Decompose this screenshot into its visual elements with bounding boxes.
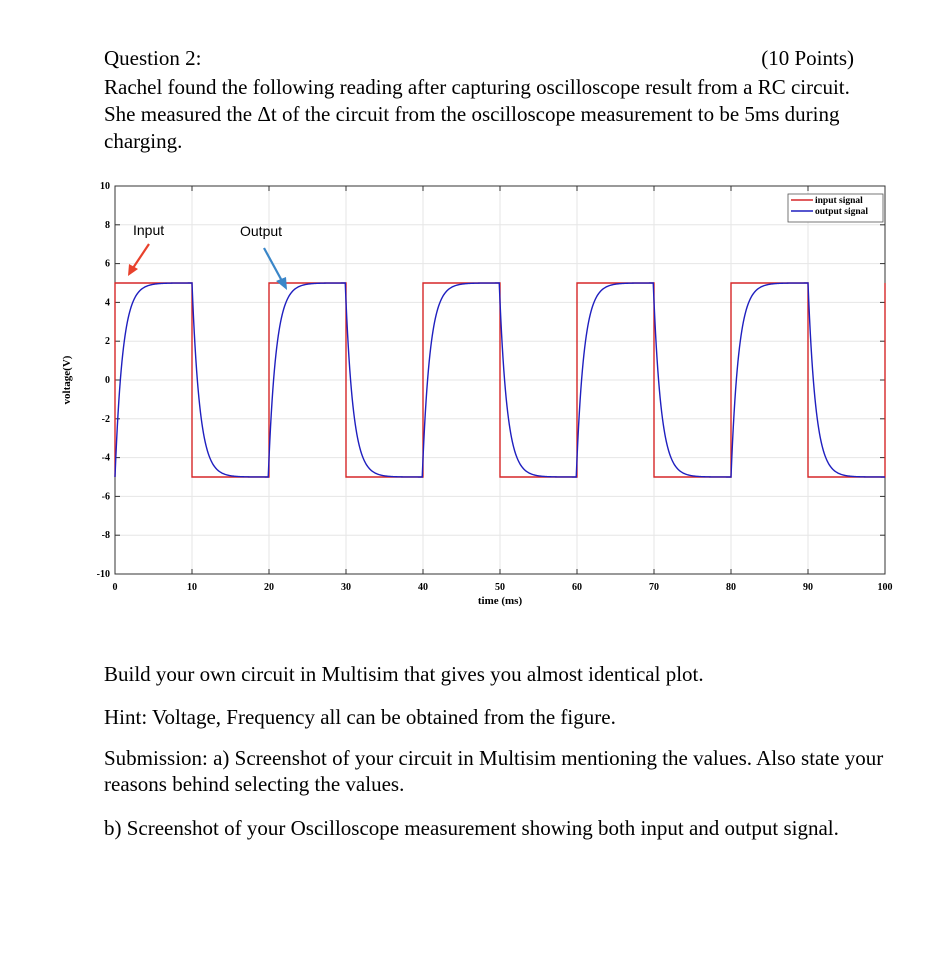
x-tick-label: 70 bbox=[649, 582, 659, 593]
y-tick-label: 0 bbox=[105, 375, 110, 386]
y-tick-label: 2 bbox=[105, 336, 110, 347]
x-tick-label: 60 bbox=[572, 582, 582, 593]
x-tick-label: 100 bbox=[878, 582, 893, 593]
input-arrowhead bbox=[128, 264, 138, 276]
x-tick-label: 90 bbox=[803, 582, 813, 593]
y-tick-label: -2 bbox=[102, 414, 110, 425]
legend-label: input signal bbox=[815, 196, 863, 206]
output-annotation-label: Output bbox=[240, 223, 282, 239]
x-tick-label: 80 bbox=[726, 582, 736, 593]
submission-b-paragraph: b) Screenshot of your Oscilloscope measu… bbox=[104, 816, 839, 840]
x-tick-label: 40 bbox=[418, 582, 428, 593]
y-tick-label: 6 bbox=[105, 259, 110, 270]
hint-paragraph: Hint: Voltage, Frequency all can be obta… bbox=[104, 705, 616, 729]
question-body: Rachel found the following reading after… bbox=[104, 75, 850, 153]
x-tick-label: 30 bbox=[341, 582, 351, 593]
input-signal-line bbox=[114, 282, 886, 478]
x-tick-label: 10 bbox=[187, 582, 197, 593]
y-tick-label: 10 bbox=[100, 181, 110, 192]
x-axis-label: time (ms) bbox=[478, 595, 523, 607]
oscilloscope-chart: 0 10 20 30 40 50 60 70 80 90 1001086420-2-4-6-8-10… bbox=[61, 181, 893, 607]
question-points: (10 Points) bbox=[761, 46, 854, 70]
question-title: Question 2: bbox=[104, 46, 202, 70]
y-tick-label: 4 bbox=[105, 297, 110, 308]
input-annotation-arrow bbox=[132, 243, 150, 269]
y-tick-label: 8 bbox=[105, 220, 110, 231]
y-axis-label: voltage(V) bbox=[61, 355, 73, 404]
x-tick-label: 50 bbox=[495, 582, 505, 593]
submission-a-paragraph: Submission: a) Screenshot of your circui… bbox=[104, 746, 884, 796]
y-tick-label: -8 bbox=[102, 530, 110, 541]
legend-box bbox=[787, 193, 884, 223]
x-tick-label: 20 bbox=[264, 582, 274, 593]
input-annotation-label: Input bbox=[133, 222, 164, 238]
x-tick-label: 0 bbox=[113, 582, 118, 593]
output-arrowhead bbox=[276, 277, 287, 290]
y-tick-label: -10 bbox=[97, 569, 110, 580]
y-tick-label: -4 bbox=[102, 453, 110, 464]
output-signal-line bbox=[114, 282, 885, 478]
instruction-paragraph: Build your own circuit in Multisim that … bbox=[104, 662, 704, 686]
legend-label: output signal bbox=[815, 207, 868, 217]
output-annotation-arrow bbox=[263, 247, 283, 282]
y-tick-label: -6 bbox=[102, 491, 110, 502]
question-header: Question 2: (10 Points) bbox=[104, 44, 854, 72]
